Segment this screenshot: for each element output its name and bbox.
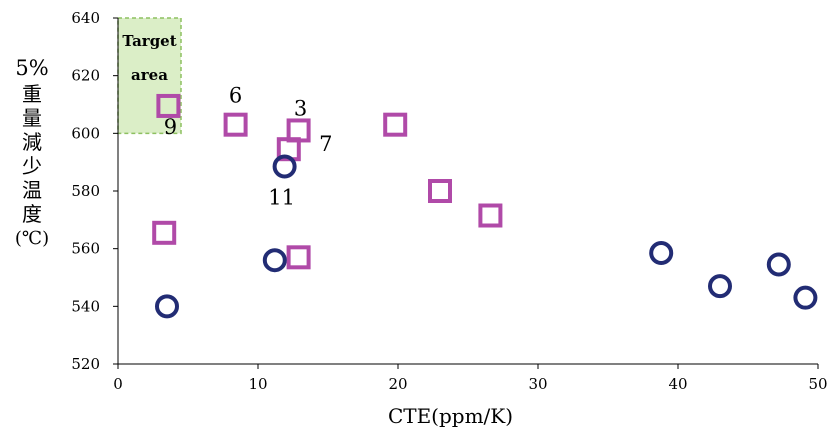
point-label: 6 [229, 84, 242, 108]
x-tick-label: 50 [808, 375, 827, 393]
circle-marker [766, 252, 791, 277]
target-area [117, 17, 182, 135]
y-tick-label: 600 [71, 124, 100, 142]
axis-ticks: 520 540 560 580 600 620 640 0 10 20 30 40 50 [71, 9, 827, 393]
y-axis-label-unit: (℃) [14, 228, 50, 249]
target-area-label-line2: area [131, 66, 168, 84]
y-axis-label-char: 少 [22, 154, 42, 178]
square-marker [156, 93, 181, 118]
circle-marker [155, 294, 179, 319]
x-axis-label: CTE(ppm/K) [387, 404, 514, 428]
y-tick-label: 580 [71, 182, 100, 200]
circle-marker [649, 240, 674, 265]
x-tick-label: 10 [248, 375, 267, 393]
circle-marker [262, 248, 287, 273]
x-tick-label: 20 [388, 375, 407, 393]
square-marker [223, 112, 248, 137]
y-axis-label-char: 度 [22, 202, 42, 226]
circle-marker [793, 285, 818, 310]
square-marker [428, 179, 452, 203]
square-marker [383, 112, 408, 137]
x-tick-label: 30 [528, 375, 547, 393]
y-axis-label-char: 重 [22, 82, 42, 106]
y-tick-label: 620 [71, 67, 100, 85]
point-label: 3 [294, 96, 307, 120]
square-marker [152, 220, 177, 245]
y-axis-label-char: 量 [22, 106, 42, 130]
y-axis-label-char: 温 [22, 178, 42, 202]
data-points: 9 6 37 11 [152, 84, 818, 319]
target-area-label-line1: Target [122, 32, 176, 50]
y-tick-label: 640 [71, 9, 100, 27]
y-axis-label: 5% 重 量 減 少 温 度 (℃) [10, 56, 54, 249]
y-axis-label-char: 減 [22, 130, 42, 154]
circle-marker [708, 274, 732, 299]
point-label: 11 [268, 185, 295, 209]
y-tick-label: 540 [71, 297, 100, 315]
x-tick-label: 0 [113, 375, 123, 393]
point-label: 9 [164, 115, 177, 139]
x-tick-label: 40 [668, 375, 687, 393]
y-tick-label: 520 [71, 355, 100, 373]
square-marker [286, 245, 311, 270]
point-label: 7 [319, 132, 332, 156]
y-axis-label-top: 5% [15, 56, 49, 80]
circle-marker [272, 154, 297, 179]
square-marker [478, 203, 503, 228]
y-tick-label: 560 [71, 240, 100, 258]
